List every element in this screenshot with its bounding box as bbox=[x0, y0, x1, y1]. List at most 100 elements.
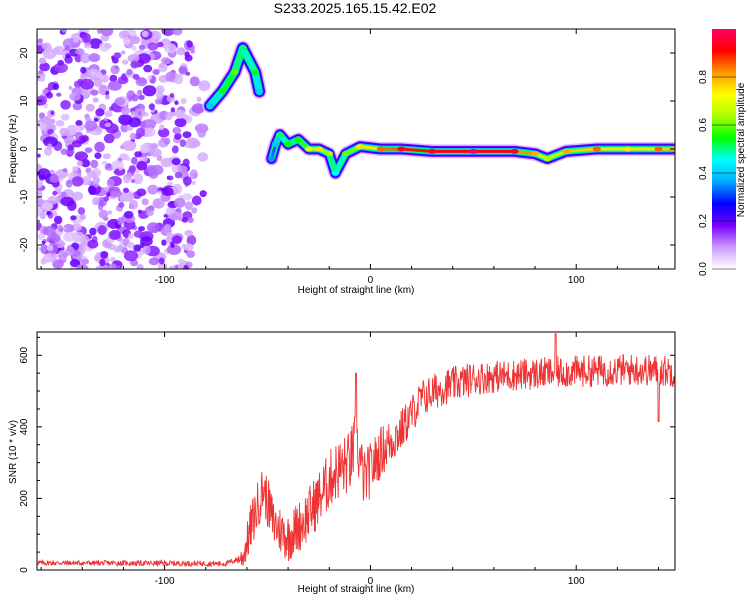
noise-speckle bbox=[37, 233, 46, 241]
noise-speckle bbox=[41, 115, 52, 125]
noise-speckle bbox=[50, 110, 54, 115]
noise-speckle bbox=[145, 210, 154, 217]
noise-speckle bbox=[108, 80, 122, 91]
noise-speckle bbox=[136, 263, 144, 269]
noise-speckle bbox=[123, 250, 139, 262]
ridge-segment bbox=[399, 147, 434, 153]
x-tick-label: 100 bbox=[568, 576, 585, 587]
noise-speckle bbox=[42, 253, 54, 263]
noise-speckle bbox=[65, 246, 75, 256]
noise-speckle bbox=[133, 173, 144, 185]
noise-speckle bbox=[178, 66, 188, 74]
ridge-peak bbox=[531, 151, 540, 157]
colorbar-tick-label: 0.4 bbox=[698, 166, 709, 180]
noise-speckle bbox=[130, 60, 139, 69]
noise-speckle bbox=[176, 47, 186, 56]
noise-speckle bbox=[135, 77, 148, 87]
noise-speckle bbox=[172, 29, 183, 36]
noise-speckle bbox=[49, 169, 55, 175]
noise-speckle bbox=[137, 53, 151, 64]
noise-speckle bbox=[40, 77, 46, 82]
ridge-peak bbox=[325, 151, 334, 157]
noise-speckle bbox=[121, 59, 129, 65]
colorbar-tick-label: 0.2 bbox=[698, 214, 709, 228]
noise-speckle bbox=[158, 127, 170, 138]
ridge-peak bbox=[218, 88, 227, 94]
noise-speckle bbox=[57, 59, 64, 66]
noise-speckle bbox=[196, 96, 202, 103]
noise-speckle bbox=[137, 209, 143, 214]
noise-speckle bbox=[79, 78, 95, 90]
noise-speckle bbox=[150, 30, 162, 42]
ridge-peak bbox=[376, 146, 385, 152]
noise-speckle bbox=[173, 197, 186, 208]
noise-speckle bbox=[167, 175, 174, 181]
noise-speckle bbox=[186, 234, 197, 246]
ridge-peak bbox=[341, 151, 350, 157]
noise-speckle bbox=[73, 123, 85, 132]
noise-speckle bbox=[94, 141, 105, 153]
noise-speckle bbox=[199, 190, 207, 198]
noise-speckle bbox=[94, 152, 102, 159]
noise-speckle bbox=[88, 53, 101, 63]
x-tick-label: 100 bbox=[568, 275, 585, 286]
noise-speckle bbox=[148, 168, 159, 179]
noise-speckle bbox=[126, 68, 133, 76]
noise-speckle bbox=[182, 158, 190, 167]
noise-speckle bbox=[72, 102, 83, 111]
noise-speckle bbox=[103, 196, 110, 202]
ridge-peak bbox=[294, 136, 303, 142]
x-tick-label: 0 bbox=[368, 576, 374, 587]
noise-speckle bbox=[97, 29, 103, 34]
y-tick-label: 200 bbox=[19, 490, 30, 507]
colorbar: 0.0 0.2 0.4 0.6 0.8 Normalized spectral ampl… bbox=[698, 29, 747, 276]
noise-speckle bbox=[137, 89, 143, 96]
noise-speckle bbox=[171, 235, 182, 245]
snr-frame bbox=[36, 331, 676, 571]
x-tick-label: -100 bbox=[155, 576, 175, 587]
ridge-segment bbox=[220, 70, 237, 94]
noise-speckle bbox=[88, 185, 97, 195]
noise-speckle bbox=[174, 73, 184, 85]
noise-speckle bbox=[104, 117, 108, 122]
noise-speckle bbox=[43, 103, 49, 109]
noise-speckle bbox=[71, 191, 84, 201]
noise-speckle bbox=[156, 91, 164, 101]
noise-speckle bbox=[138, 94, 145, 101]
ridge-peak bbox=[284, 141, 293, 147]
noise-speckle bbox=[153, 198, 165, 209]
noise-speckle bbox=[130, 156, 138, 165]
noise-speckle bbox=[167, 244, 182, 256]
noise-speckle bbox=[46, 245, 54, 252]
noise-speckle bbox=[87, 239, 99, 249]
noise-speckle bbox=[171, 158, 181, 166]
noise-speckle bbox=[55, 120, 65, 127]
noise-speckle bbox=[59, 127, 69, 137]
noise-speckle bbox=[64, 44, 70, 51]
noise-speckle bbox=[136, 188, 147, 197]
noise-speckle bbox=[118, 114, 133, 126]
noise-speckle bbox=[52, 83, 60, 91]
y-tick-label: 600 bbox=[19, 346, 30, 363]
noise-speckle bbox=[126, 156, 131, 161]
noise-speckle bbox=[75, 48, 85, 56]
noise-speckle bbox=[148, 103, 155, 111]
noise-speckle bbox=[104, 110, 113, 118]
noise-speckle bbox=[197, 127, 207, 138]
noise-speckle bbox=[144, 127, 156, 137]
noise-speckle bbox=[177, 258, 185, 264]
snr-ticks: -100 0 100 0 200 400 600 bbox=[19, 332, 675, 587]
colorbar-gradient bbox=[712, 29, 736, 269]
noise-speckle bbox=[122, 187, 130, 193]
noise-speckle bbox=[139, 144, 149, 154]
noise-speckle bbox=[101, 160, 108, 166]
noise-speckle bbox=[65, 53, 71, 59]
noise-speckle bbox=[183, 243, 194, 251]
noise-speckle bbox=[73, 36, 80, 43]
noise-speckle bbox=[111, 160, 124, 172]
noise-speckle bbox=[56, 92, 62, 97]
spectrogram-x-axis-label: Height of straight line (km) bbox=[298, 285, 415, 296]
noise-speckle bbox=[141, 119, 156, 130]
noise-speckle bbox=[172, 127, 182, 134]
